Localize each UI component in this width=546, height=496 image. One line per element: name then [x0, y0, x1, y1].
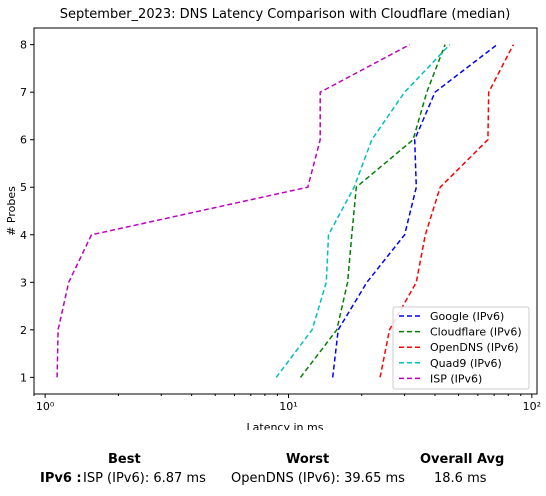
latency-chart: September_2023: DNS Latency Comparison w…: [5, 7, 541, 430]
y-tick-label: 5: [20, 181, 27, 194]
series-line-3: [275, 44, 451, 378]
legend-label-1: Cloudflare (IPv6): [430, 326, 522, 339]
summary-avg-value: 18.6 ms: [434, 471, 487, 486]
legend-label-4: ISP (IPv6): [430, 372, 482, 385]
legend-label-0: Google (IPv6): [430, 310, 504, 323]
y-tick-label: 1: [20, 371, 27, 384]
y-tick-label: 2: [20, 324, 27, 337]
x-tick-label: 10¹: [279, 400, 297, 413]
y-axis-ticks: 1 2 3 4 5 6 7 8: [20, 39, 34, 384]
x-axis-label: Latency in ms: [247, 421, 324, 430]
summary-row-label: IPv6 :: [40, 471, 82, 486]
series-line-0: [331, 44, 498, 378]
plot-frame: [33, 27, 538, 395]
series-line-4: [56, 43, 411, 378]
x-axis-ticks: 10⁰ 10¹ 10²: [33, 394, 541, 413]
legend-label-2: OpenDNS (IPv6): [430, 341, 519, 354]
x-tick-label: 10²: [523, 400, 541, 413]
chart-title: September_2023: DNS Latency Comparison w…: [60, 7, 511, 22]
legend: Google (IPv6) Cloudflare (IPv6) OpenDNS (I…: [392, 306, 530, 390]
y-tick-label: 6: [20, 134, 27, 147]
summary-avg-header: Overall Avg: [420, 452, 505, 467]
legend-box: [392, 306, 530, 390]
y-tick-label: 7: [20, 86, 27, 99]
y-tick-label: 3: [20, 276, 27, 289]
y-tick-label: 4: [20, 229, 27, 242]
summary-worst-value: OpenDNS (IPv6): 39.65 ms: [231, 471, 405, 486]
summary-best-header: Best: [108, 452, 141, 467]
summary-worst-header: Worst: [286, 452, 330, 467]
summary-best-value: ISP (IPv6): 6.87 ms: [83, 471, 206, 486]
y-tick-label: 8: [20, 39, 27, 52]
legend-label-3: Quad9 (IPv6): [430, 357, 502, 370]
y-axis-label: # Probes: [5, 186, 18, 236]
legend-items: Google (IPv6) Cloudflare (IPv6) OpenDNS (I…: [399, 310, 522, 385]
series-line-1: [299, 44, 446, 378]
x-tick-label: 10⁰: [36, 400, 55, 413]
plot-lines: [56, 43, 515, 378]
